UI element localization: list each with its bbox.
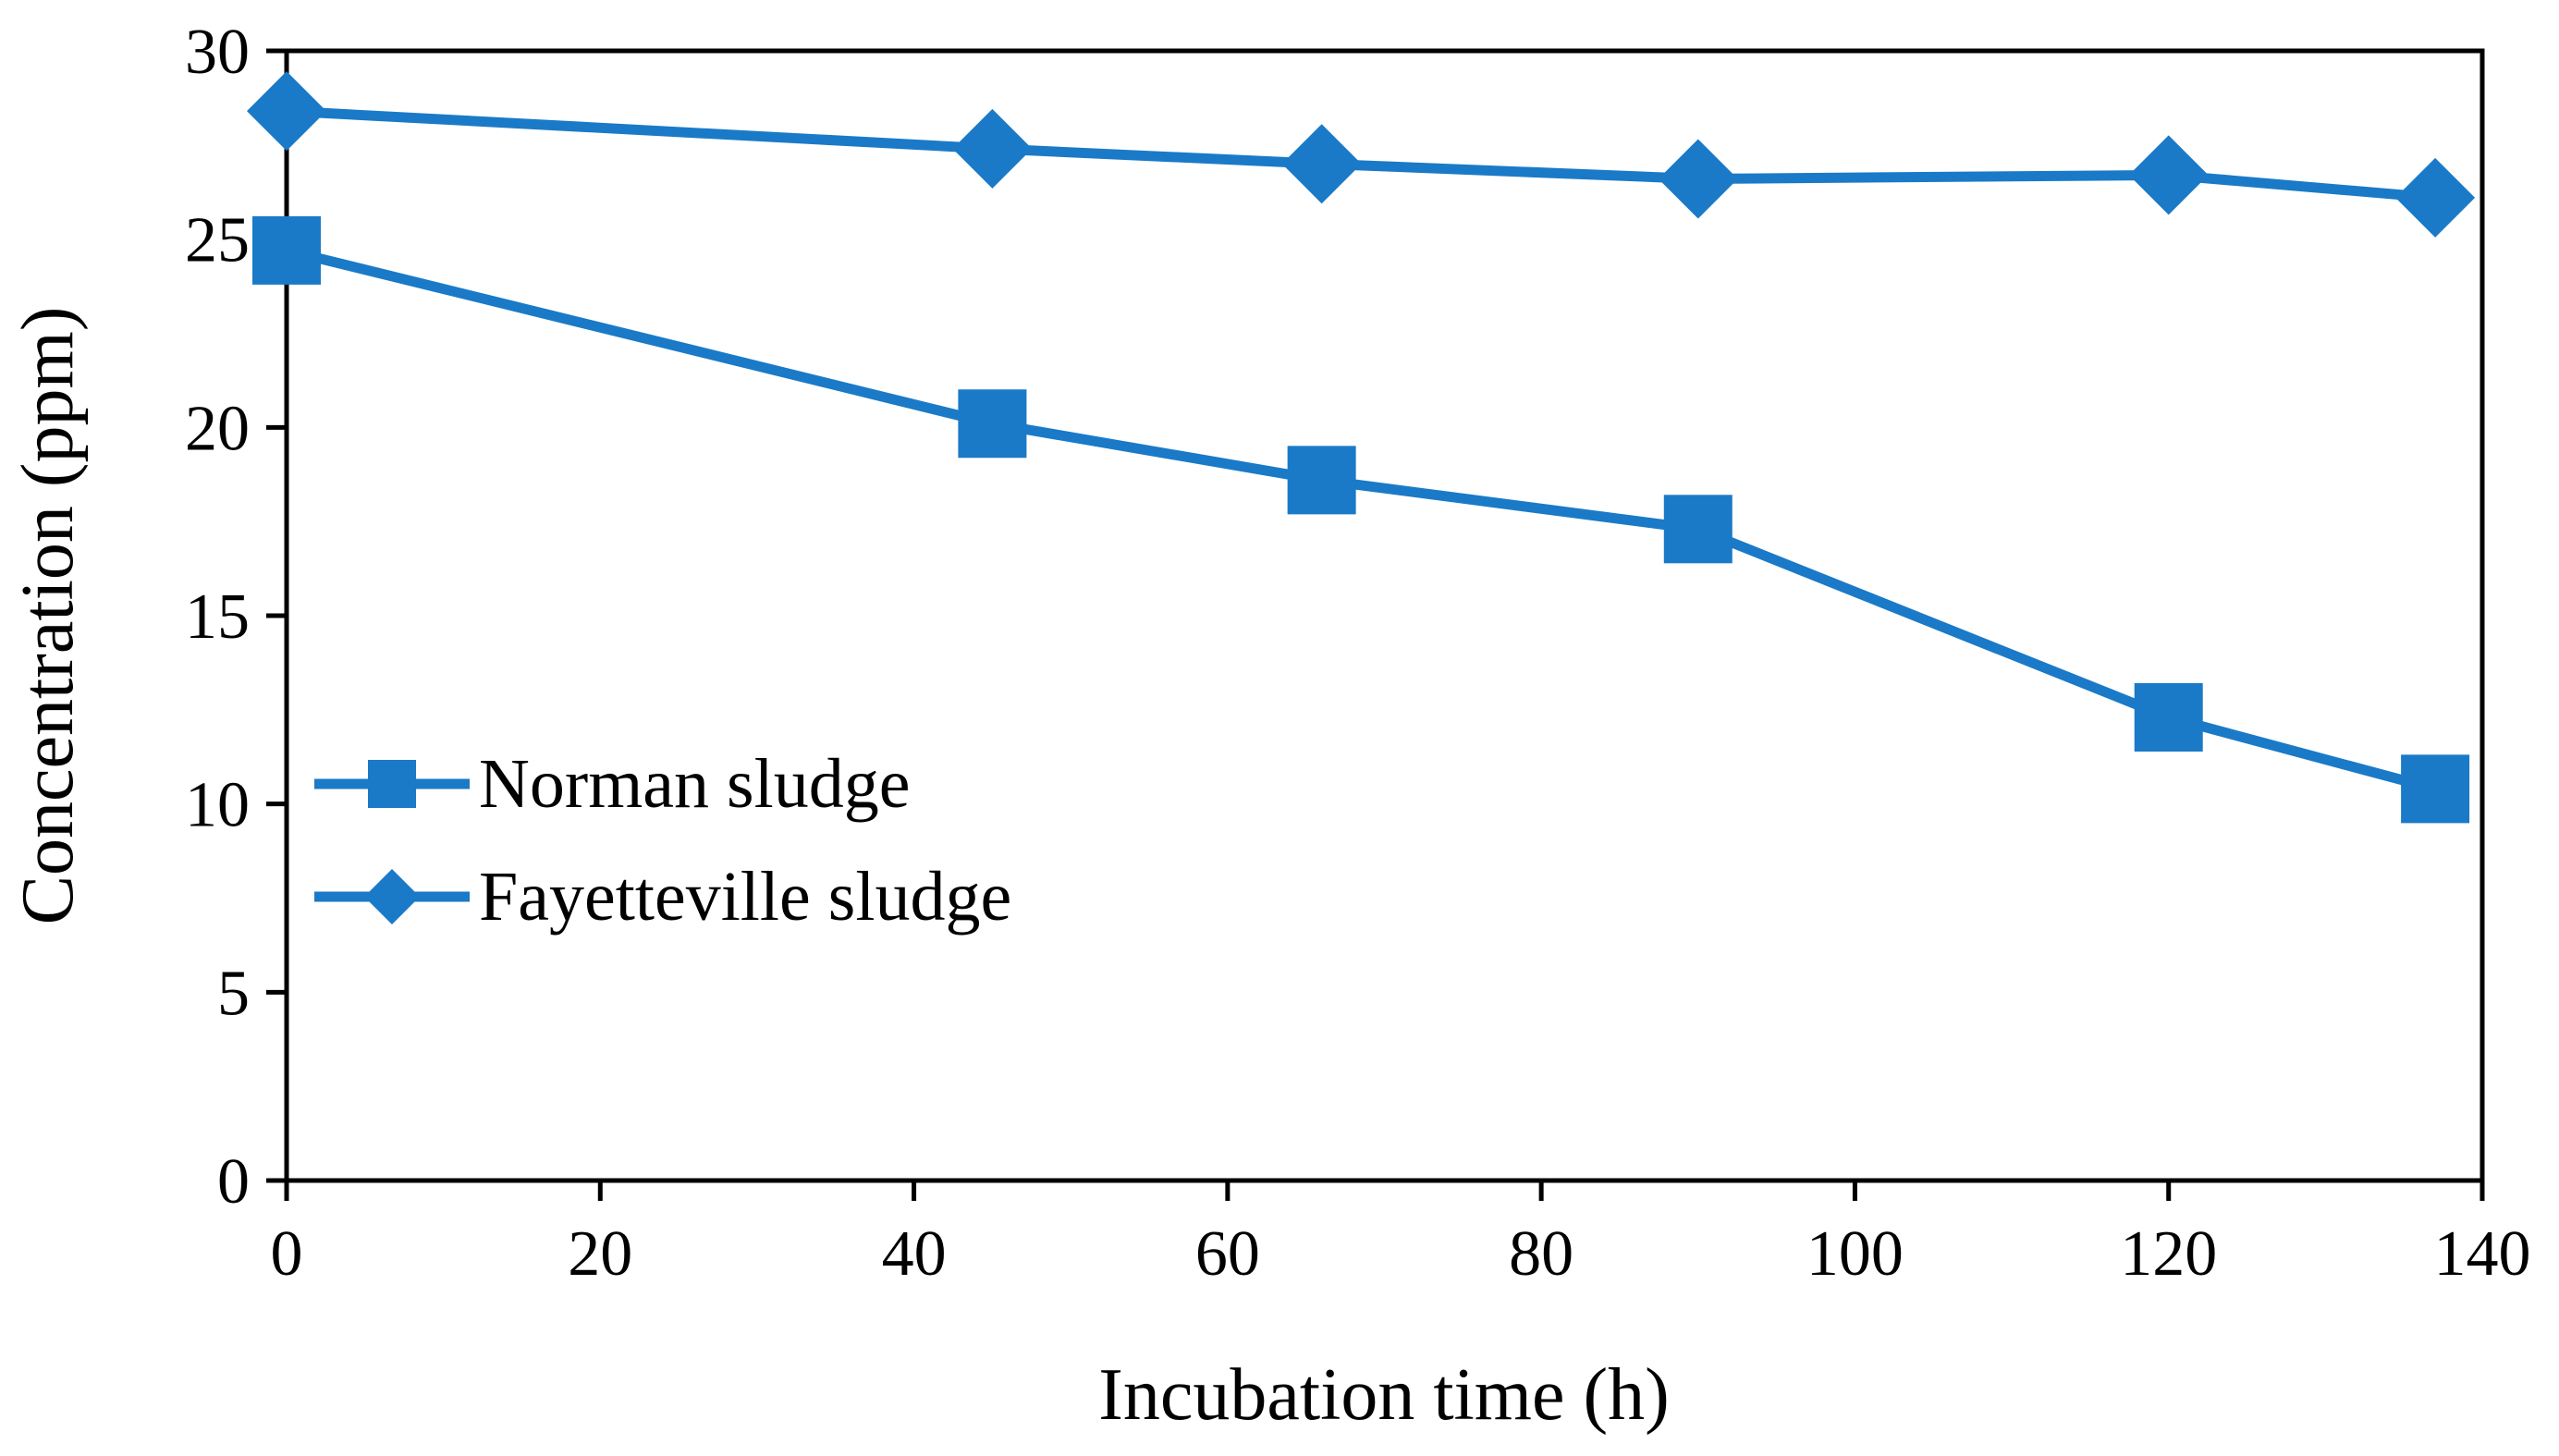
plot-area-frame (284, 48, 2485, 1183)
legend-label-norman: Norman sludge (479, 745, 910, 823)
data-point-fayetteville-sludge (247, 71, 326, 152)
data-point-norman-sludge (958, 389, 1027, 459)
x-tick-label: 100 (1806, 1218, 1904, 1290)
legend: Norman sludge Fayetteville sludge (314, 745, 1011, 936)
y-tick-label: 15 (185, 581, 250, 653)
x-axis-title: Incubation time (h) (1098, 1354, 1670, 1436)
x-tick-label: 40 (882, 1218, 947, 1290)
data-point-fayetteville-sludge (952, 108, 1033, 189)
data-point-norman-sludge (2401, 754, 2470, 824)
y-tick-label: 20 (185, 393, 250, 464)
y-tick-label: 5 (217, 958, 250, 1029)
data-point-fayetteville-sludge (2395, 157, 2476, 238)
y-axis-ticks: 0 5 10 15 20 25 30 (185, 17, 287, 1217)
data-point-fayetteville-sludge (1658, 139, 1738, 219)
legend-diamond-marker-icon (364, 869, 420, 924)
series-layer (247, 71, 2476, 824)
x-tick-label: 20 (568, 1218, 632, 1290)
y-tick-label: 10 (185, 770, 250, 841)
series-line-norman-sludge (285, 245, 2437, 794)
data-point-norman-sludge (2134, 682, 2203, 752)
data-point-fayetteville-sludge (1281, 124, 1362, 204)
data-point-norman-sludge (1287, 446, 1356, 515)
legend-square-marker-icon (368, 760, 416, 808)
series-fayetteville-sludge (247, 71, 2476, 238)
x-tick-label: 0 (271, 1218, 303, 1290)
x-tick-label: 60 (1195, 1218, 1260, 1290)
x-axis-ticks: 0 20 40 60 80 100 120 140 (271, 1181, 2531, 1290)
x-tick-label: 120 (2120, 1218, 2217, 1290)
y-tick-label: 0 (217, 1146, 250, 1217)
series-norman-sludge (252, 215, 2470, 824)
y-tick-label: 30 (185, 17, 250, 88)
y-tick-label: 25 (185, 205, 250, 276)
legend-label-fayetteville: Fayetteville sludge (479, 858, 1011, 936)
x-tick-label: 80 (1509, 1218, 1573, 1290)
x-tick-label: 140 (2434, 1218, 2531, 1290)
data-point-norman-sludge (252, 215, 321, 285)
data-point-norman-sludge (1663, 495, 1733, 564)
legend-entry-fayetteville-sludge: Fayetteville sludge (314, 858, 1011, 936)
legend-entry-norman-sludge: Norman sludge (314, 745, 910, 823)
series-line-fayetteville-sludge (286, 105, 2436, 203)
y-axis-title: Concentration (ppm) (7, 307, 89, 925)
data-point-fayetteville-sludge (2128, 135, 2209, 215)
